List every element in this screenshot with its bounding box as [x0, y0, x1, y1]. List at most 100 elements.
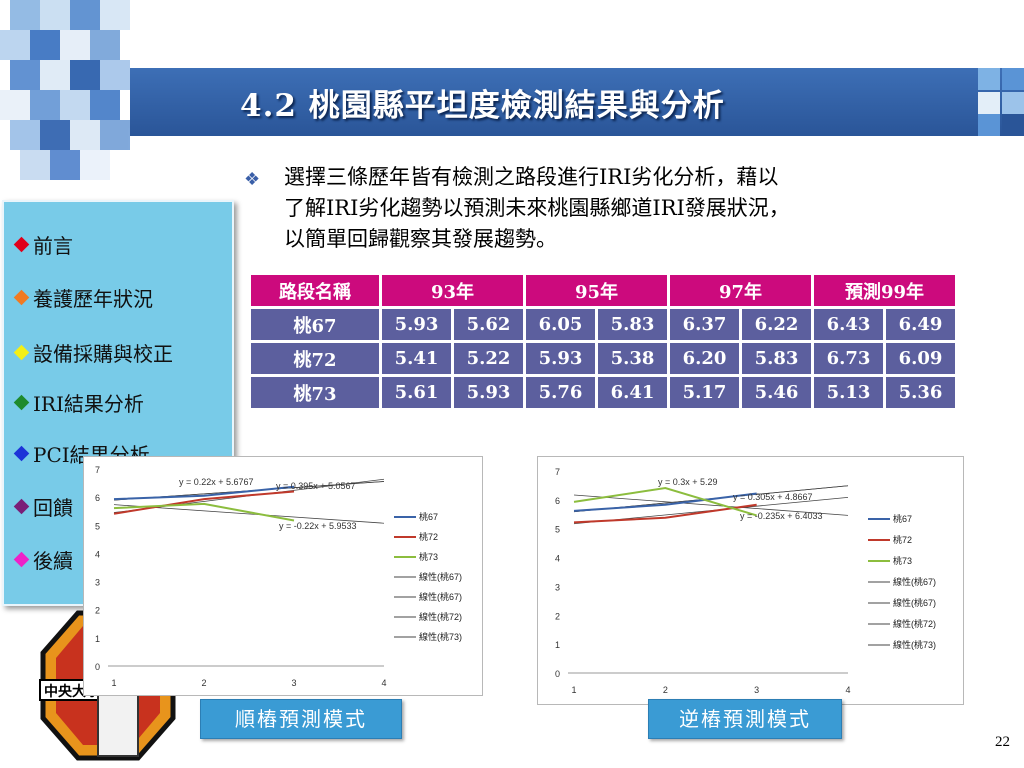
trend-equation: y = -0.235x + 6.4033	[740, 511, 823, 521]
title-bar	[130, 68, 1024, 136]
sidebar-item-label: 回饋	[33, 496, 73, 520]
series-line	[113, 490, 295, 515]
y-tick-label: 3	[95, 578, 100, 588]
legend-label: 線性(桃72)	[419, 611, 462, 622]
y-tick-label: 1	[555, 640, 560, 650]
chart-reverse: 0 1 2 3 4 5 6 7 1 2 3 4 y = 0.3x + 5.29 y = 0.305x + …	[537, 456, 964, 705]
table-cell: 5.61	[382, 377, 451, 408]
trendline	[573, 494, 849, 516]
legend-label: 桃72	[419, 531, 438, 542]
legend-label: 線性(桃73)	[419, 631, 462, 642]
trendline	[113, 504, 385, 524]
sidebar-item-label: 養護歷年狀況	[33, 287, 153, 311]
y-tick-label: 2	[95, 606, 100, 616]
blue-diamond-icon	[13, 445, 30, 462]
bullet-diamond-icon: ❖	[244, 169, 261, 190]
legend-label: 線性(桃73)	[893, 639, 936, 650]
yellow-diamond-icon	[13, 344, 30, 361]
table-cell: 6.43	[814, 309, 883, 340]
y-tick-label: 0	[95, 662, 100, 672]
y-tick-label: 2	[555, 611, 560, 621]
series-line	[573, 487, 757, 517]
table-cell: 6.37	[670, 309, 739, 340]
x-tick-label: 1	[111, 678, 116, 688]
table-cell: 5.22	[454, 343, 523, 374]
table-cell: 5.93	[382, 309, 451, 340]
y-tick-label: 3	[555, 582, 560, 592]
sidebar-item-equipment[interactable]: 設備採購與校正	[13, 338, 173, 367]
header-95: 95年	[526, 275, 667, 306]
caption-forward-model[interactable]: 順樁預測模式	[200, 699, 402, 739]
y-tick-label: 7	[95, 465, 100, 475]
cube-decoration-topleft	[0, 0, 130, 180]
caption-reverse-model[interactable]: 逆樁預測模式	[648, 699, 842, 739]
orange-diamond-icon	[13, 289, 30, 306]
sidebar-item-label: 後續	[33, 549, 73, 573]
table-cell: 5.93	[454, 377, 523, 408]
table-cell: 5.93	[526, 343, 595, 374]
header-93: 93年	[382, 275, 523, 306]
sidebar-item-future[interactable]: 後續	[13, 545, 73, 574]
table-cell: 5.83	[598, 309, 667, 340]
bullet-line-2: 了解IRI劣化趨勢以預測未來桃園縣鄉道IRI發展狀況，	[284, 196, 790, 220]
series-line	[573, 492, 757, 512]
row-road-name: 桃67	[251, 309, 379, 340]
table-cell: 5.46	[742, 377, 811, 408]
y-tick-label: 4	[95, 549, 100, 559]
table-cell: 6.05	[526, 309, 595, 340]
legend-label: 桃73	[893, 555, 912, 566]
table-cell: 5.41	[382, 343, 451, 374]
table-cell: 5.83	[742, 343, 811, 374]
bullet-line-3: 以簡單回歸觀察其發展趨勢。	[284, 227, 557, 251]
y-tick-label: 6	[95, 493, 100, 503]
table-row: 桃73 5.61 5.93 5.76 6.41 5.17 5.46 5.13 5.36	[251, 377, 955, 408]
table-cell: 6.09	[886, 343, 955, 374]
legend-label: 桃73	[419, 551, 438, 562]
header-99-predicted: 預測99年	[814, 275, 955, 306]
y-tick-label: 0	[555, 669, 560, 679]
cube-decoration-topright	[978, 68, 1024, 136]
legend-label: 線性(桃67)	[893, 576, 936, 587]
table-cell: 5.36	[886, 377, 955, 408]
y-tick-label: 4	[555, 554, 560, 564]
table-cell: 6.41	[598, 377, 667, 408]
legend-label: 桃72	[893, 534, 912, 545]
table-cell: 6.20	[670, 343, 739, 374]
legend-label: 線性(桃67)	[419, 591, 462, 602]
x-tick-label: 3	[291, 678, 296, 688]
red-diamond-icon	[13, 236, 30, 253]
sidebar-item-intro[interactable]: 前言	[13, 230, 73, 259]
sidebar-item-feedback[interactable]: 回饋	[13, 492, 73, 521]
header-road-name: 路段名稱	[251, 275, 379, 306]
trend-equation: y = 0.3x + 5.29	[658, 477, 718, 487]
sidebar-item-label: 設備採購與校正	[33, 342, 173, 366]
y-tick-label: 1	[95, 634, 100, 644]
y-tick-label: 5	[95, 521, 100, 531]
trend-equation: y = 0.305x + 4.8667	[733, 492, 813, 502]
legend-label: 桃67	[893, 513, 912, 524]
y-tick-label: 5	[555, 525, 560, 535]
table-cell: 6.22	[742, 309, 811, 340]
y-tick-label: 6	[555, 496, 560, 506]
y-tick-label: 7	[555, 467, 560, 477]
table-cell: 6.49	[886, 309, 955, 340]
sidebar-item-maintenance[interactable]: 養護歷年狀況	[13, 283, 153, 312]
iri-data-table: 路段名稱 93年 95年 97年 預測99年 桃67 5.93 5.62 6.05 5.…	[248, 272, 958, 411]
series-line	[113, 485, 295, 501]
trend-equation: y = -0.22x + 5.9533	[279, 521, 357, 531]
x-tick-label: 4	[381, 678, 386, 688]
legend-label: 線性(桃67)	[419, 571, 462, 582]
sidebar-item-label: IRI結果分析	[33, 392, 144, 416]
sidebar-item-iri[interactable]: IRI結果分析	[13, 388, 144, 417]
legend-label: 線性(桃72)	[893, 618, 936, 629]
trend-equation: y = 0.22x + 5.6767	[179, 477, 254, 487]
table-cell: 5.62	[454, 309, 523, 340]
legend-label: 線性(桃67)	[893, 597, 936, 608]
sidebar-item-label: 前言	[33, 234, 73, 258]
table-cell: 6.73	[814, 343, 883, 374]
x-tick-label: 1	[571, 685, 576, 695]
slide-title: 4.2 桃園縣平坦度檢測結果與分析	[240, 88, 725, 124]
table-row: 桃72 5.41 5.22 5.93 5.38 6.20 5.83 6.73 6.09	[251, 343, 955, 374]
x-tick-label: 4	[845, 685, 850, 695]
bullet-paragraph: ❖ 選擇三條歷年皆有檢測之路段進行IRI劣化分析，藉以 了解IRI劣化趨勢以預測…	[244, 162, 964, 255]
